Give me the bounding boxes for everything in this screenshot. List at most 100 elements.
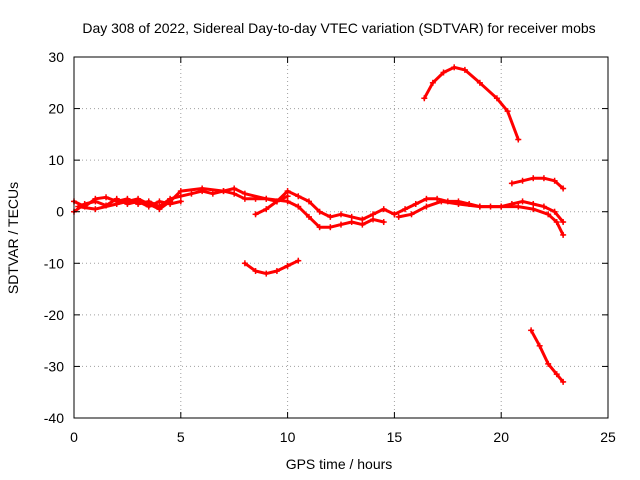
data-point [75,203,82,210]
data-point [421,95,428,102]
data-point [429,79,436,86]
data-point [530,206,537,213]
data-point [188,190,195,197]
grid [74,57,608,418]
data-point [327,213,334,220]
data-point [553,219,560,226]
x-tick-label: 10 [280,429,296,445]
data-point [359,221,366,228]
data-point [508,180,515,187]
data-point [553,371,560,378]
data-point [103,194,110,201]
data-point [305,213,312,220]
data-point [167,198,174,205]
data-point [519,177,526,184]
data-point [284,188,291,195]
data-point [92,195,99,202]
data-point [273,268,280,275]
data-point [380,219,387,226]
data-point [252,211,259,218]
data-point [440,69,447,76]
x-tick-label: 20 [493,429,509,445]
data-point [380,206,387,213]
data-point [241,260,248,267]
data-point [348,213,355,220]
data-point [560,219,567,226]
y-tick-label: -20 [44,307,64,323]
data-point [241,195,248,202]
series-arc-8 [397,199,565,237]
data-point [338,211,344,218]
y-tick-label: 0 [56,204,64,220]
data-point [263,206,270,213]
data-point [348,219,355,226]
data-point [295,193,302,200]
data-point [263,270,270,277]
data-point [545,211,552,218]
data-point [476,79,483,86]
data-point [273,198,280,205]
data-point [391,211,398,218]
data-point [402,206,409,213]
data-point [504,108,511,115]
data-point [231,185,238,192]
data-point [338,221,344,228]
data-point [231,190,238,197]
data-point [156,206,163,213]
series-arc-5 [243,259,300,276]
data-point [515,136,522,143]
data-point [92,206,99,213]
data-point [177,188,184,195]
data-point [412,200,419,207]
data-point [540,203,547,210]
data-point [493,95,500,102]
data-series [71,64,567,385]
data-point [551,177,558,184]
x-tick-label: 15 [387,429,403,445]
data-point [395,213,402,220]
data-point [370,216,377,223]
data-point [220,188,227,195]
data-point [135,200,142,207]
data-point [284,198,291,205]
data-point [177,193,184,200]
data-point [545,360,552,367]
x-axis-label: GPS time / hours [286,456,393,472]
data-point [370,211,377,218]
chart-title: Day 308 of 2022, Sidereal Day-to-day VTE… [82,20,595,36]
data-point [408,211,415,218]
data-point [316,224,323,231]
data-point [560,231,567,238]
data-point [461,66,468,73]
data-point [451,64,458,71]
y-tick-label: -30 [44,358,64,374]
data-point [551,208,558,215]
data-point [263,195,270,202]
axis-ticks: 0 5 10 15 20 25 -40 -30 -20 -10 0 10 20 30 [44,49,616,445]
data-point [284,193,291,200]
y-tick-label: 30 [48,49,64,65]
data-point [515,203,522,210]
data-point [530,200,537,207]
data-point [438,198,445,205]
data-point [177,198,184,205]
data-point [455,200,462,207]
data-point [560,185,567,192]
data-point [423,203,430,210]
y-tick-label: -10 [44,255,64,271]
data-point [327,224,334,231]
data-point [530,175,537,182]
data-point [423,195,430,202]
data-point [305,198,312,205]
data-point [156,198,163,205]
data-point [536,342,543,349]
data-point [519,198,526,205]
data-point [476,203,483,210]
data-point [284,262,291,269]
data-point [560,378,567,385]
data-point [199,185,206,192]
series-arc-3 [76,187,386,229]
y-tick-label: 10 [48,152,64,168]
